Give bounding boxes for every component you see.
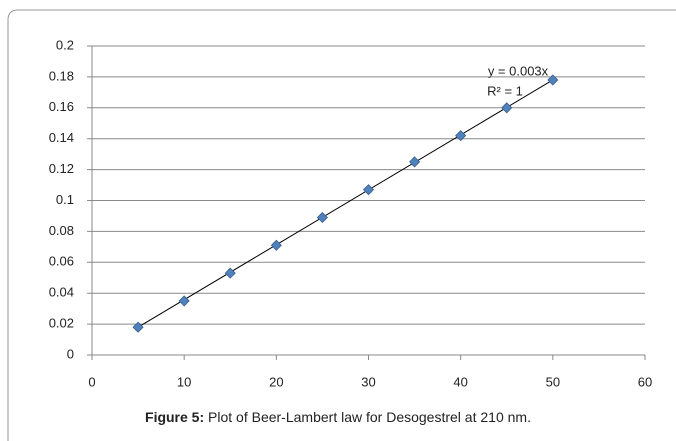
x-tick-label: 40 [453, 374, 467, 389]
point [224, 267, 236, 279]
point [316, 211, 328, 224]
y-tick-label: 0 [67, 346, 74, 361]
y-tick-label: 0.1 [56, 192, 74, 207]
y-tick-label: 0.08 [49, 223, 74, 238]
x-tick-label: 60 [638, 374, 652, 389]
x-tick-label: 10 [177, 374, 191, 389]
caption: Figure 5: Plot of Beer-Lambert law for D… [145, 409, 531, 425]
y-tick-label: 0.06 [49, 254, 74, 269]
y-tick-label: 0.16 [49, 99, 74, 114]
point [132, 321, 144, 333]
annotation: R² = 1 [487, 83, 523, 98]
point [501, 102, 513, 114]
y-tick-label: 0.12 [49, 161, 74, 176]
caption-label: Figure 5: [145, 409, 204, 425]
y-tick-label: 0.18 [49, 68, 74, 83]
x-tick-label: 20 [269, 374, 283, 389]
point [547, 74, 559, 86]
point [455, 130, 467, 142]
x-tick-label: 50 [546, 374, 560, 389]
x-tick-label: 0 [88, 374, 95, 389]
point [409, 156, 421, 168]
y-tick-label: 0.02 [49, 316, 74, 331]
y-tick-label: 0.04 [49, 285, 74, 300]
y-tick-label: 0.2 [56, 37, 74, 52]
annotation: y = 0.003x [488, 63, 549, 78]
point [178, 295, 190, 307]
point [362, 184, 375, 196]
trendline [137, 79, 554, 328]
x-tick-label: 30 [361, 374, 375, 389]
point [270, 239, 282, 251]
frame [7, 9, 676, 441]
y-tick-label: 0.14 [49, 130, 74, 145]
caption-text: Plot of Beer-Lambert law for Desogestrel… [208, 409, 531, 425]
